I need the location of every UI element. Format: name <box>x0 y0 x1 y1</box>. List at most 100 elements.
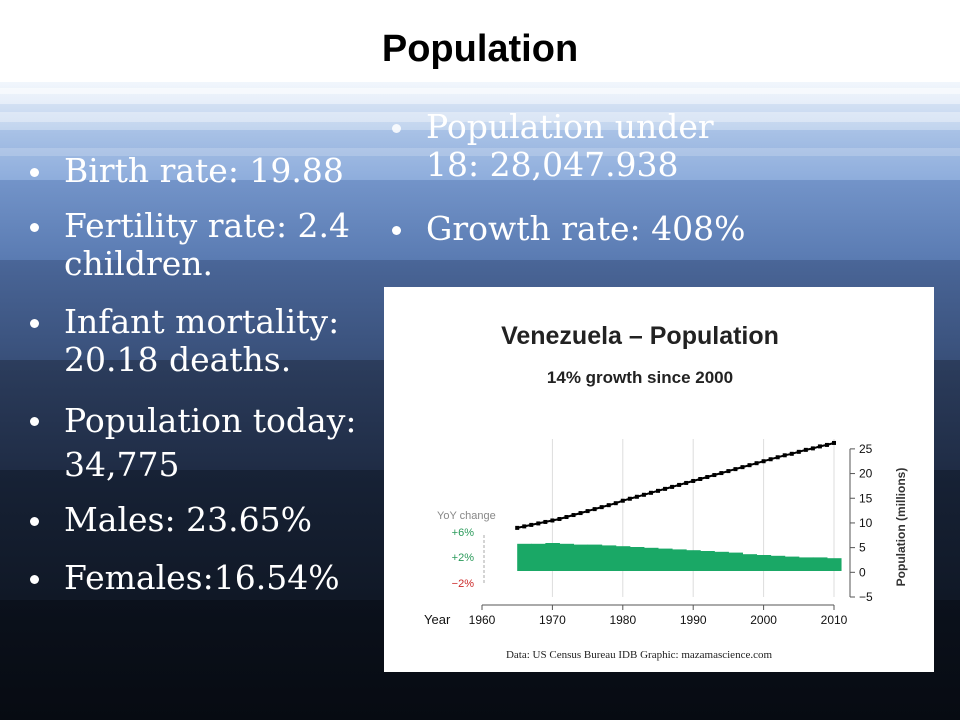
population-point <box>606 503 611 508</box>
population-point <box>571 513 576 518</box>
bullet-dot-icon <box>392 226 401 235</box>
population-point <box>515 525 520 530</box>
yoy-bar <box>545 543 560 571</box>
bullet-dot-icon <box>30 319 39 328</box>
population-point <box>641 492 646 497</box>
yoy-bars <box>517 543 842 571</box>
bullet-dot-icon <box>30 417 39 426</box>
yoy-bar <box>643 547 659 571</box>
stripe-band <box>0 148 960 156</box>
yoy-bar <box>587 544 603 571</box>
population-point <box>754 461 759 466</box>
bullet-text: Growth rate: 408% <box>426 209 746 248</box>
bullet-dot-icon <box>30 223 39 232</box>
yoy-bar <box>742 554 758 571</box>
population-point <box>620 498 625 503</box>
chart-svg: Venezuela – Population 14% growth since … <box>424 322 908 661</box>
yoy-bar <box>601 545 617 571</box>
yoy-bar <box>826 558 842 571</box>
left-bullet-list: Birth rate: 19.88 Fertility rate: 2.4 ch… <box>30 152 380 597</box>
bullet-dot-icon <box>392 124 401 133</box>
population-point <box>712 473 717 478</box>
population-point <box>578 511 583 516</box>
population-point <box>740 465 745 470</box>
yoy-tick-label: −2% <box>452 578 475 590</box>
population-point <box>550 518 555 523</box>
population-point <box>768 457 773 462</box>
population-point <box>634 494 639 499</box>
yoy-bar <box>798 557 814 571</box>
y-tick-label: 10 <box>859 516 873 530</box>
yoy-bar <box>714 551 729 571</box>
y-tick-label: 25 <box>859 442 873 456</box>
population-point <box>684 480 689 485</box>
yoy-bar <box>629 547 645 571</box>
bullet-dot-icon <box>30 517 39 526</box>
population-point <box>677 482 682 487</box>
population-point <box>726 469 731 474</box>
bullet-population-today: Population today: 34,775 <box>30 399 380 487</box>
population-point <box>670 484 675 489</box>
population-point <box>775 455 780 460</box>
bullet-birth-rate: Birth rate: 19.88 <box>30 152 380 190</box>
y-tick-label: −5 <box>859 590 873 604</box>
population-point <box>705 475 710 480</box>
population-point <box>733 467 738 472</box>
yoy-bar <box>658 548 673 571</box>
population-point <box>789 451 794 456</box>
stripe-band <box>0 88 960 94</box>
population-point <box>585 509 590 514</box>
population-point <box>592 507 597 512</box>
bullet-text: Males: 23.65% <box>64 500 312 539</box>
population-point <box>599 505 604 510</box>
stripe-band <box>0 112 960 122</box>
chart-footer: Data: US Census Bureau IDB Graphic: maza… <box>506 649 772 661</box>
chart-subtitle: 14% growth since 2000 <box>547 368 733 387</box>
x-tick-label: 1960 <box>469 613 496 627</box>
population-point <box>522 524 527 529</box>
y-axis-label: Population (millions) <box>894 468 908 587</box>
y-tick-label: 15 <box>859 491 873 505</box>
axes: 1960 1970 1980 1990 2000 2010 −5 0 5 10 15 20 25 +6% +… <box>452 442 873 627</box>
bullet-population-under-18: Population under 18: 28,047.938 <box>392 108 752 184</box>
x-tick-label: 1970 <box>539 613 566 627</box>
y-tick-label: 0 <box>859 565 866 579</box>
population-point <box>817 444 822 449</box>
y-tick-label: 5 <box>859 541 866 555</box>
population-point <box>648 490 653 495</box>
x-tick-label: 1990 <box>680 613 707 627</box>
bullet-dot-icon <box>30 575 39 584</box>
yoy-tick-label: +2% <box>452 552 475 564</box>
population-point <box>810 446 815 451</box>
population-line <box>515 440 836 530</box>
population-point <box>543 519 548 524</box>
x-tick-label: 1980 <box>609 613 636 627</box>
bullet-text: Fertility rate: 2.4 children. <box>64 206 351 283</box>
population-point <box>663 486 668 491</box>
yoy-bar <box>784 556 800 571</box>
yoy-tick-label: +6% <box>452 527 475 539</box>
bullet-fertility-rate: Fertility rate: 2.4 children. <box>30 207 380 283</box>
yoy-bar <box>559 543 575 571</box>
population-point <box>536 521 541 526</box>
population-point <box>564 515 569 520</box>
yoy-bar <box>573 544 589 571</box>
x-axis-label: Year <box>424 612 451 627</box>
bullet-text: Infant mortality: 20.18 deaths. <box>64 302 340 379</box>
population-point <box>698 476 703 481</box>
yoy-bar <box>728 552 743 571</box>
slide-title: Population <box>381 28 579 70</box>
population-point <box>613 501 618 506</box>
population-line-path <box>516 442 835 529</box>
bullet-females: Females:16.54% <box>30 559 380 597</box>
bullet-dot-icon <box>30 168 39 177</box>
bullet-growth-rate: Growth rate: 408% <box>392 210 752 248</box>
population-point <box>691 478 696 483</box>
population-point <box>529 522 534 527</box>
bullet-text: Population today: 34,775 <box>64 401 357 484</box>
yoy-bar <box>531 543 546 571</box>
yoy-bar <box>517 543 532 571</box>
bullet-text: Birth rate: 19.88 <box>64 151 344 190</box>
x-tick-label: 2010 <box>821 613 848 627</box>
yoy-bar <box>615 546 631 571</box>
